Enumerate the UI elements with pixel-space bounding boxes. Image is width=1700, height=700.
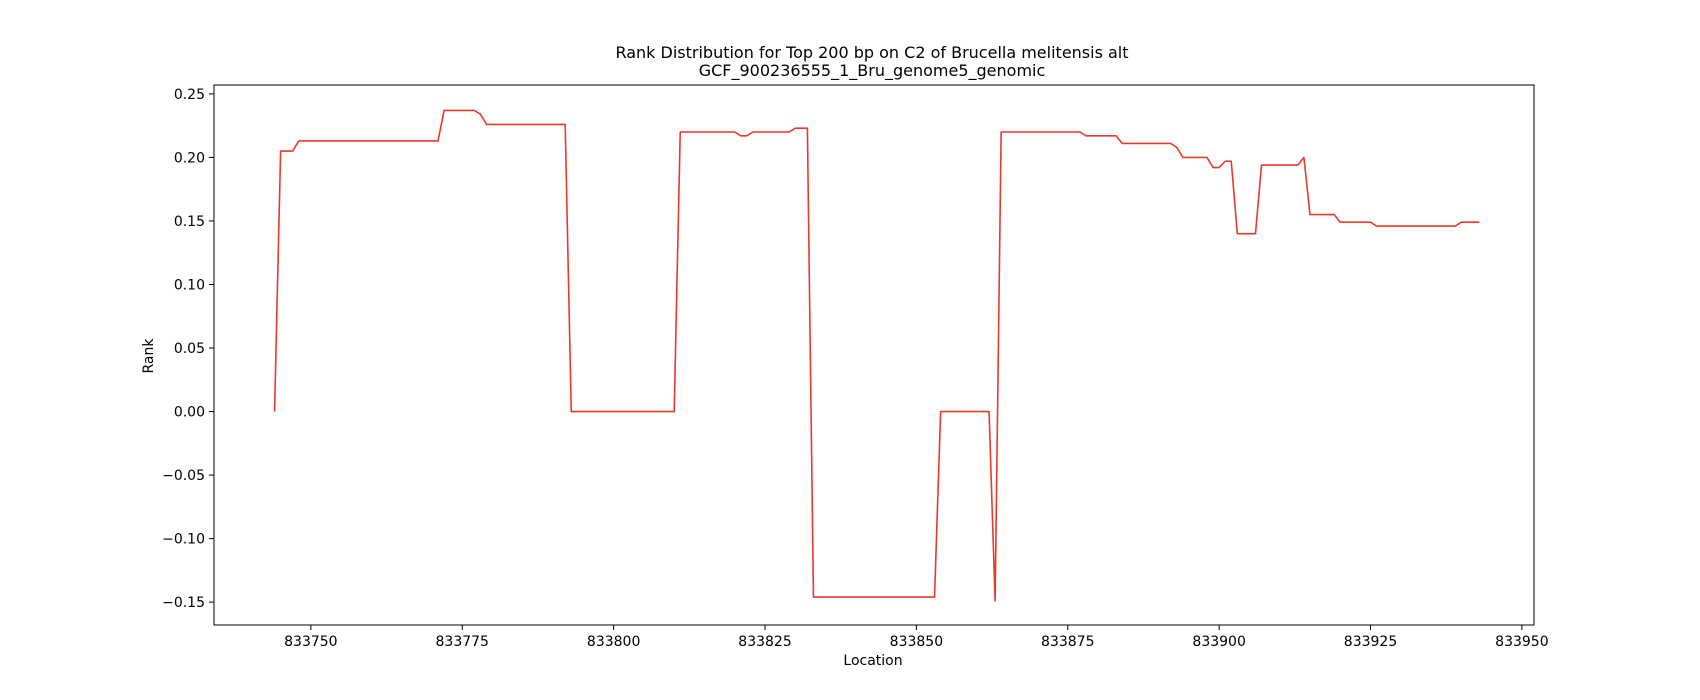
y-tick-label: 0.00 [174, 405, 205, 421]
y-tick-label: 0.10 [174, 277, 205, 293]
x-axis-label: Location [843, 653, 902, 669]
x-tick-label: 833775 [436, 634, 489, 650]
plot-frame [213, 84, 1535, 626]
chart-title: Rank Distribution for Top 200 bp on C2 o… [615, 43, 1128, 62]
x-tick-label: 833925 [1344, 634, 1397, 650]
y-tick-label: −0.05 [162, 468, 205, 484]
y-axis-ticks: 0.25 0.20 0.15 0.10 0.05 0.00 −0.05 −0.10 −0.15 [162, 87, 214, 611]
x-tick-label: 833750 [284, 634, 337, 650]
y-tick-label: 0.20 [174, 150, 205, 166]
y-tick-label: −0.10 [162, 532, 205, 548]
x-tick-label: 833950 [1495, 634, 1548, 650]
x-tick-label: 833850 [890, 634, 943, 650]
series-line-0 [273, 109, 1480, 602]
y-tick-label: 0.05 [174, 341, 205, 357]
chart-subtitle: GCF_900236555_1_Bru_genome5_genomic [699, 61, 1046, 81]
y-axis-label: Rank [141, 338, 157, 374]
y-tick-label: −0.15 [162, 595, 205, 611]
y-tick-label: 0.15 [174, 214, 205, 230]
x-tick-label: 833875 [1041, 634, 1094, 650]
y-tick-label: 0.25 [174, 87, 205, 103]
x-tick-label: 833825 [738, 634, 791, 650]
x-tick-label: 833800 [587, 634, 640, 650]
plot-area [214, 85, 1534, 625]
x-axis-ticks: 833750 833775 833800 833825 833850 833875 8339… [284, 625, 1549, 650]
series-layer [273, 109, 1480, 602]
x-tick-label: 833900 [1192, 634, 1245, 650]
